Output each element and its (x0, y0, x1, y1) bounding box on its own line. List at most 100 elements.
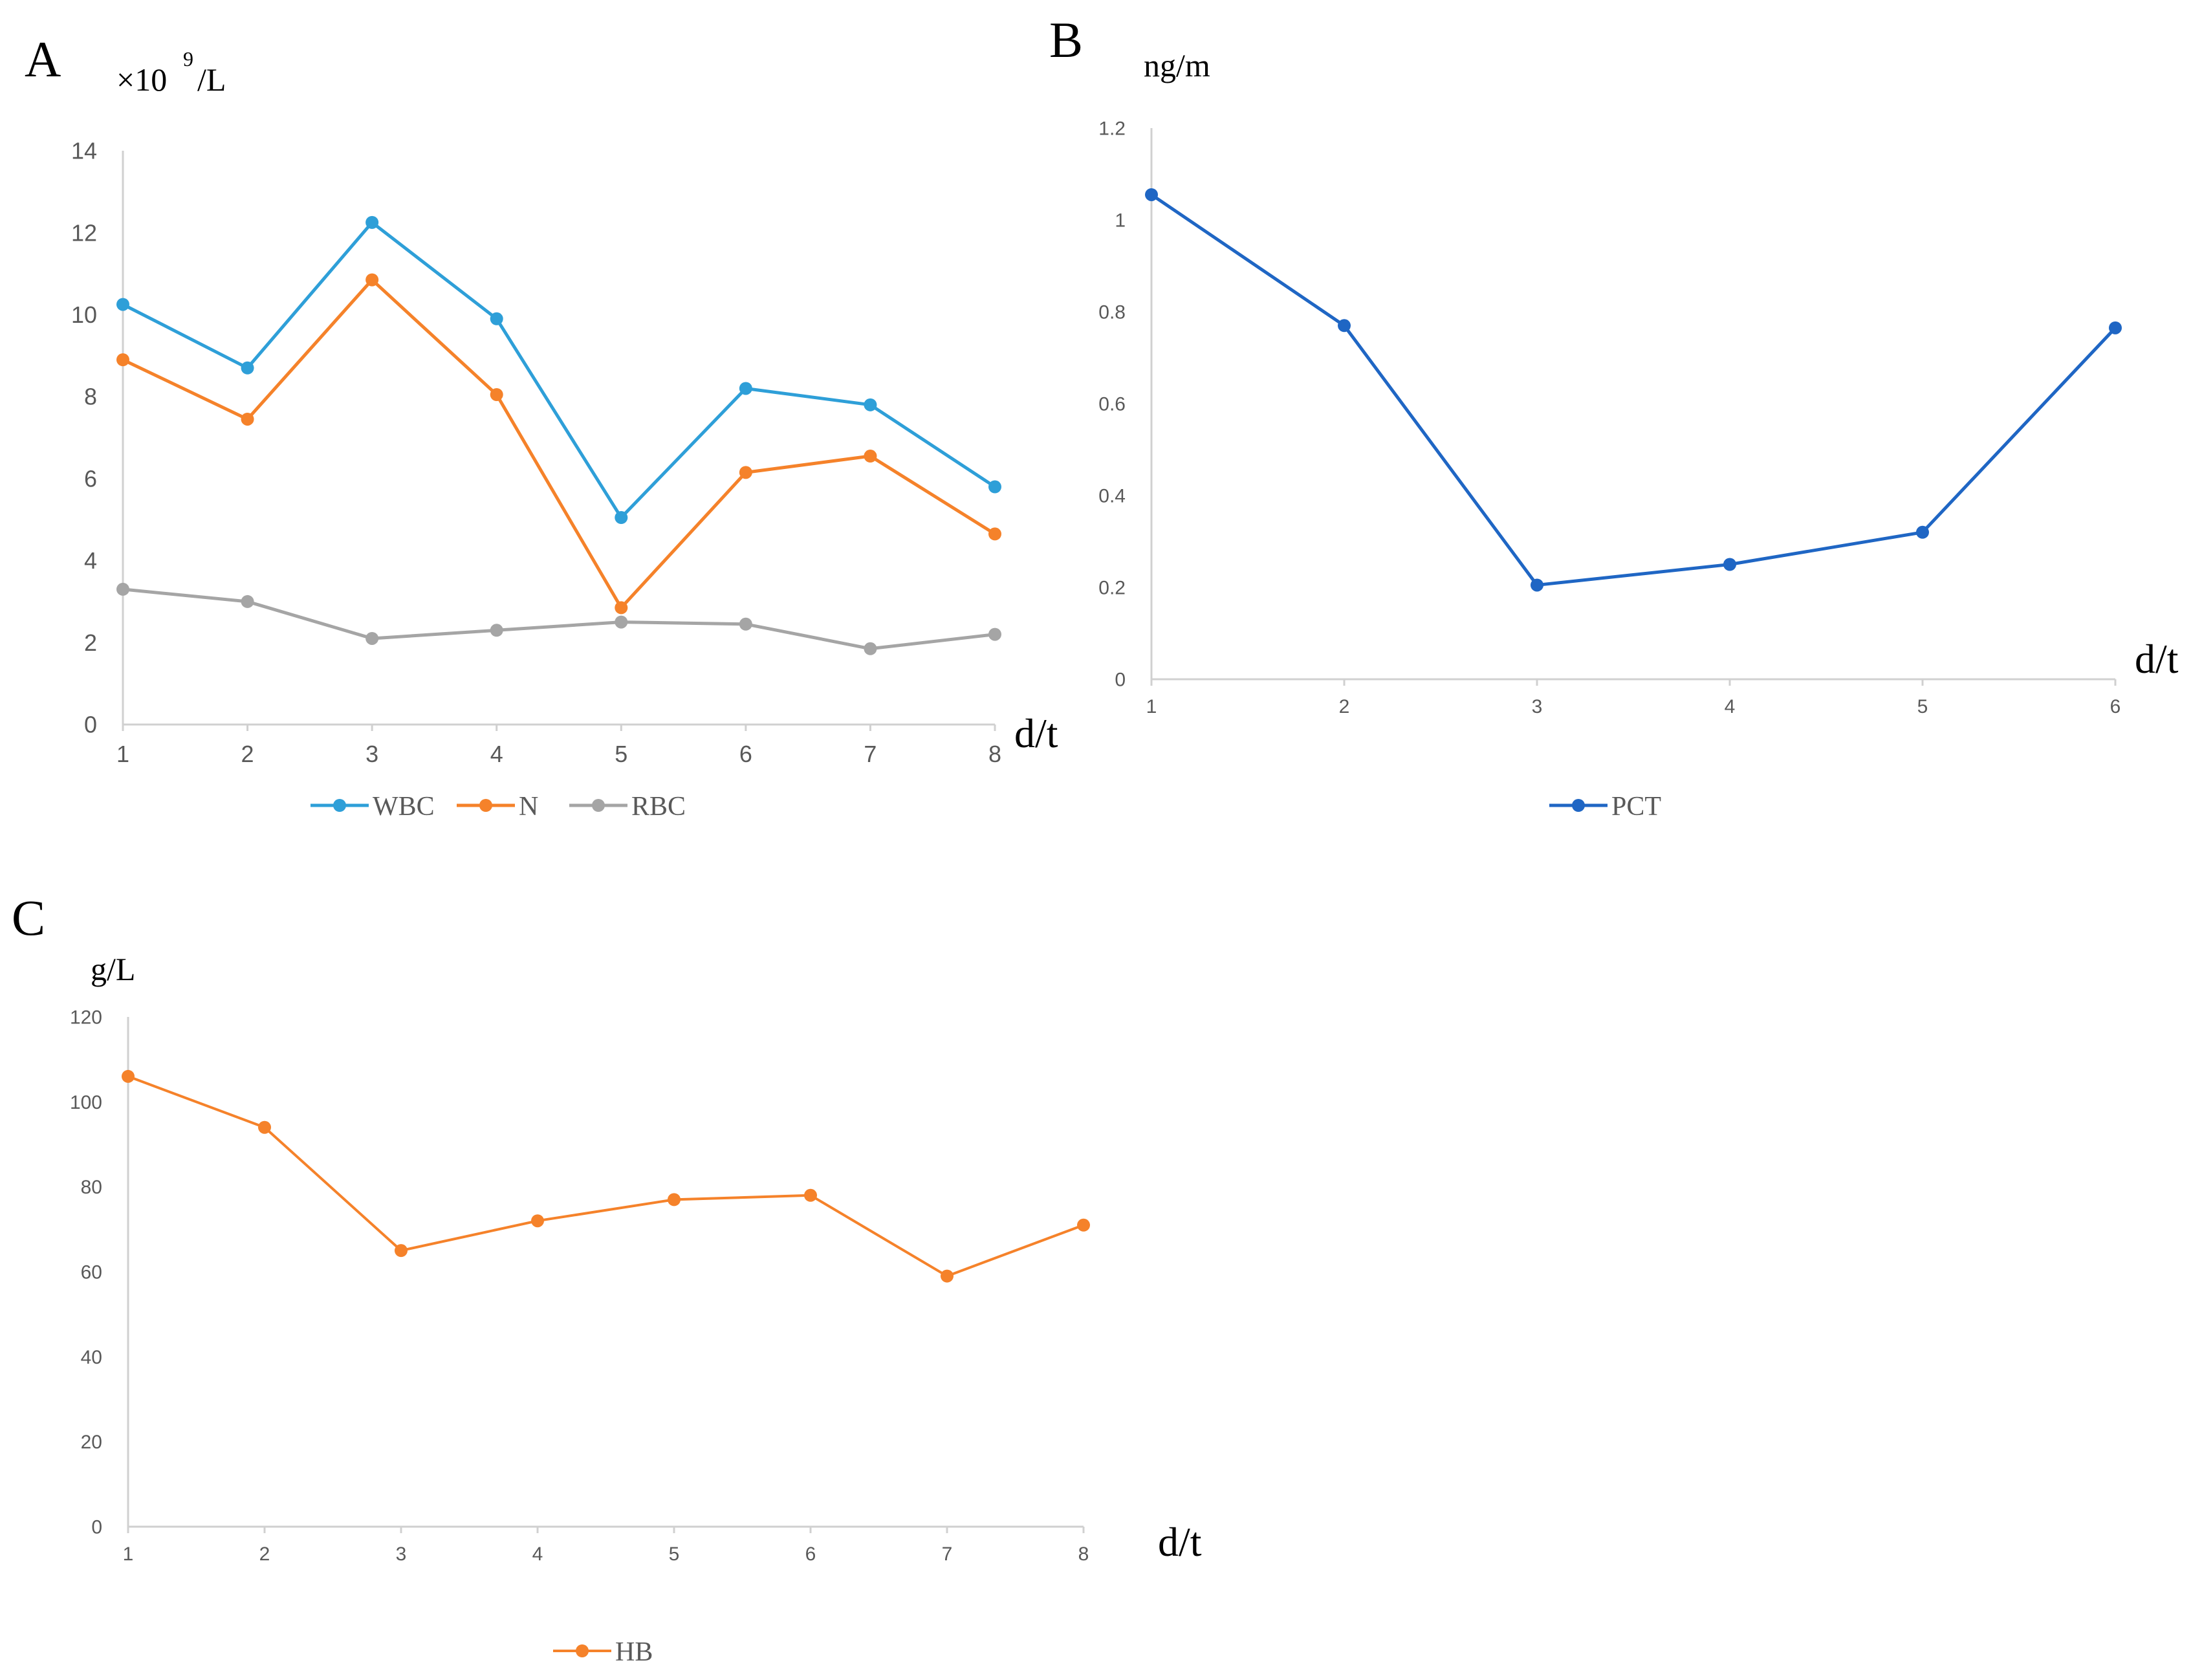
panel-b-xlabel: d/t (2135, 636, 2179, 682)
panel-a-series-line-wbc (122, 221, 996, 519)
panel-a-point-wbc (988, 480, 1001, 494)
panel-a-y-tick-label: 12 (71, 219, 97, 246)
panel-b-legend-label-pct: PCT (1611, 792, 1661, 822)
panel-c-legend-label-hb: HB (615, 1637, 653, 1667)
panel-a-point-n (241, 412, 254, 426)
panel-b-x-tick-label: 1 (1146, 696, 1157, 717)
panel-c-point-hb (941, 1269, 954, 1283)
panel-a-x-tick-label: 8 (988, 741, 1001, 767)
panel-c-point-hb (531, 1214, 544, 1228)
panel-a-point-n (739, 466, 752, 479)
panel-b-x-tick-label: 2 (1339, 696, 1350, 717)
panel-c-point-hb (258, 1120, 271, 1134)
panel-c-series-line-hb (127, 1075, 1084, 1278)
panel-a-point-rbc (241, 595, 254, 608)
panel-b-y-tick-label: 1 (1115, 210, 1126, 232)
panel-c-xlabel: d/t (1158, 1519, 1202, 1565)
panel-a-ylabel-base: ×10 (116, 61, 167, 98)
panel-c-point-hb (804, 1188, 817, 1202)
panel-b-y-tick-label: 0 (1115, 670, 1126, 691)
panel-c-ylabel: g/L (91, 951, 135, 987)
panel-b-y-tick-label: 0.4 (1098, 486, 1126, 507)
panel-c-y-tick-label: 40 (81, 1347, 102, 1368)
panel-c-plot: 0 20 40 60 80 100 120 1 2 3 4 5 6 7 8 HB (70, 1007, 1090, 1667)
panel-b-y-tick-label: 0.2 (1098, 578, 1126, 599)
panel-b-ylabel: ng/m (1144, 47, 1210, 83)
panel-a-letter: A (25, 31, 61, 87)
panel-a-point-rbc (365, 631, 379, 645)
panel-a-point-n (365, 273, 379, 287)
panel-c-x-tick-label: 1 (123, 1544, 134, 1565)
panel-a-xlabel: d/t (1014, 710, 1058, 756)
panel-a-series-line-n (122, 278, 996, 609)
panel-b-series-line-pct (1150, 193, 2117, 587)
panel-b-x-tick-label: 6 (2110, 696, 2121, 717)
panel-a-point-wbc (615, 511, 628, 525)
panel-a-point-rbc (864, 642, 877, 655)
panel-b-point-pct (1531, 578, 1543, 592)
panel-a-legend-marker-wbc (333, 799, 346, 812)
panel-a-y-tick-label: 2 (84, 629, 97, 656)
panel-b-legend-marker-pct (1572, 799, 1585, 812)
panel-c-x-tick-label: 7 (942, 1544, 953, 1565)
panel-a-series-line-rbc (122, 587, 996, 651)
panel-a-legend-marker-n (479, 799, 492, 812)
panel-c-x-tick-label: 4 (532, 1544, 543, 1565)
panel-a-point-n (615, 601, 628, 615)
panel-b-point-pct (1145, 188, 1158, 201)
panel-a-y-tick-label: 10 (71, 301, 97, 328)
panel-a-y-tick-label: 14 (71, 138, 97, 164)
panel-a-point-wbc (739, 382, 752, 395)
panel-a-point-rbc (988, 627, 1001, 641)
panel-a-legend-label-wbc: WBC (373, 792, 435, 822)
panel-c-x-tick-label: 6 (805, 1544, 816, 1565)
panel-a-x-tick-label: 4 (490, 741, 503, 767)
panel-c-y-tick-label: 20 (81, 1432, 102, 1453)
panel-b-y-tick-label: 0.6 (1098, 394, 1126, 415)
panel-a-x-tick-label: 2 (241, 741, 254, 767)
panel-a-point-rbc (116, 582, 129, 596)
panel-a-point-rbc (490, 624, 503, 637)
panel-c-y-tick-label: 100 (70, 1092, 102, 1113)
panel-a-point-wbc (490, 312, 503, 325)
panel-a-point-rbc (615, 615, 628, 629)
panel-c-x-tick-label: 5 (669, 1544, 680, 1565)
panel-a-y-tick-label: 4 (84, 547, 97, 574)
panel-a-point-wbc (864, 398, 877, 411)
panel-a-x-tick-label: 1 (116, 741, 129, 767)
panel-b-point-pct (1723, 558, 1736, 571)
panel-c-point-hb (122, 1069, 135, 1083)
panel-a-point-wbc (365, 215, 379, 229)
panel-c-point-hb (395, 1244, 408, 1258)
panel-c-point-hb (1077, 1218, 1090, 1232)
panel-c-y-tick-label: 0 (91, 1517, 102, 1538)
panel-a-x-tick-label: 5 (615, 741, 627, 767)
panel-a-x-tick-label: 7 (864, 741, 877, 767)
panel-b-point-pct (1916, 525, 1929, 539)
panel-a-y-tick-label: 6 (84, 465, 97, 492)
panel-a-point-n (988, 527, 1001, 541)
panel-a-x-tick-label: 6 (739, 741, 752, 767)
panel-c-legend-marker-hb (576, 1644, 589, 1657)
panel-b-letter: B (1049, 12, 1083, 68)
panel-a-x-tick-label: 3 (365, 741, 378, 767)
panel-a-ylabel-exp: 9 (183, 47, 193, 71)
panel-a-point-wbc (241, 361, 254, 375)
panel-b-x-tick-label: 5 (1917, 696, 1928, 717)
panel-b-y-tick-label: 0.8 (1098, 302, 1126, 323)
panel-c-y-tick-label: 80 (81, 1177, 102, 1198)
panel-c-point-hb (668, 1193, 681, 1206)
panel-a-point-n (490, 387, 503, 401)
panel-a-ylabel-unit: /L (197, 61, 226, 98)
panel-b-y-tick-label: 1.2 (1098, 118, 1126, 140)
panel-a-y-tick-label: 8 (84, 384, 97, 410)
panel-a-point-n (116, 353, 129, 367)
panel-a-point-wbc (116, 298, 129, 311)
panel-c-x-tick-label: 8 (1078, 1544, 1089, 1565)
panel-c-letter: C (12, 889, 45, 946)
panel-a-legend-label-rbc: RBC (631, 792, 686, 822)
